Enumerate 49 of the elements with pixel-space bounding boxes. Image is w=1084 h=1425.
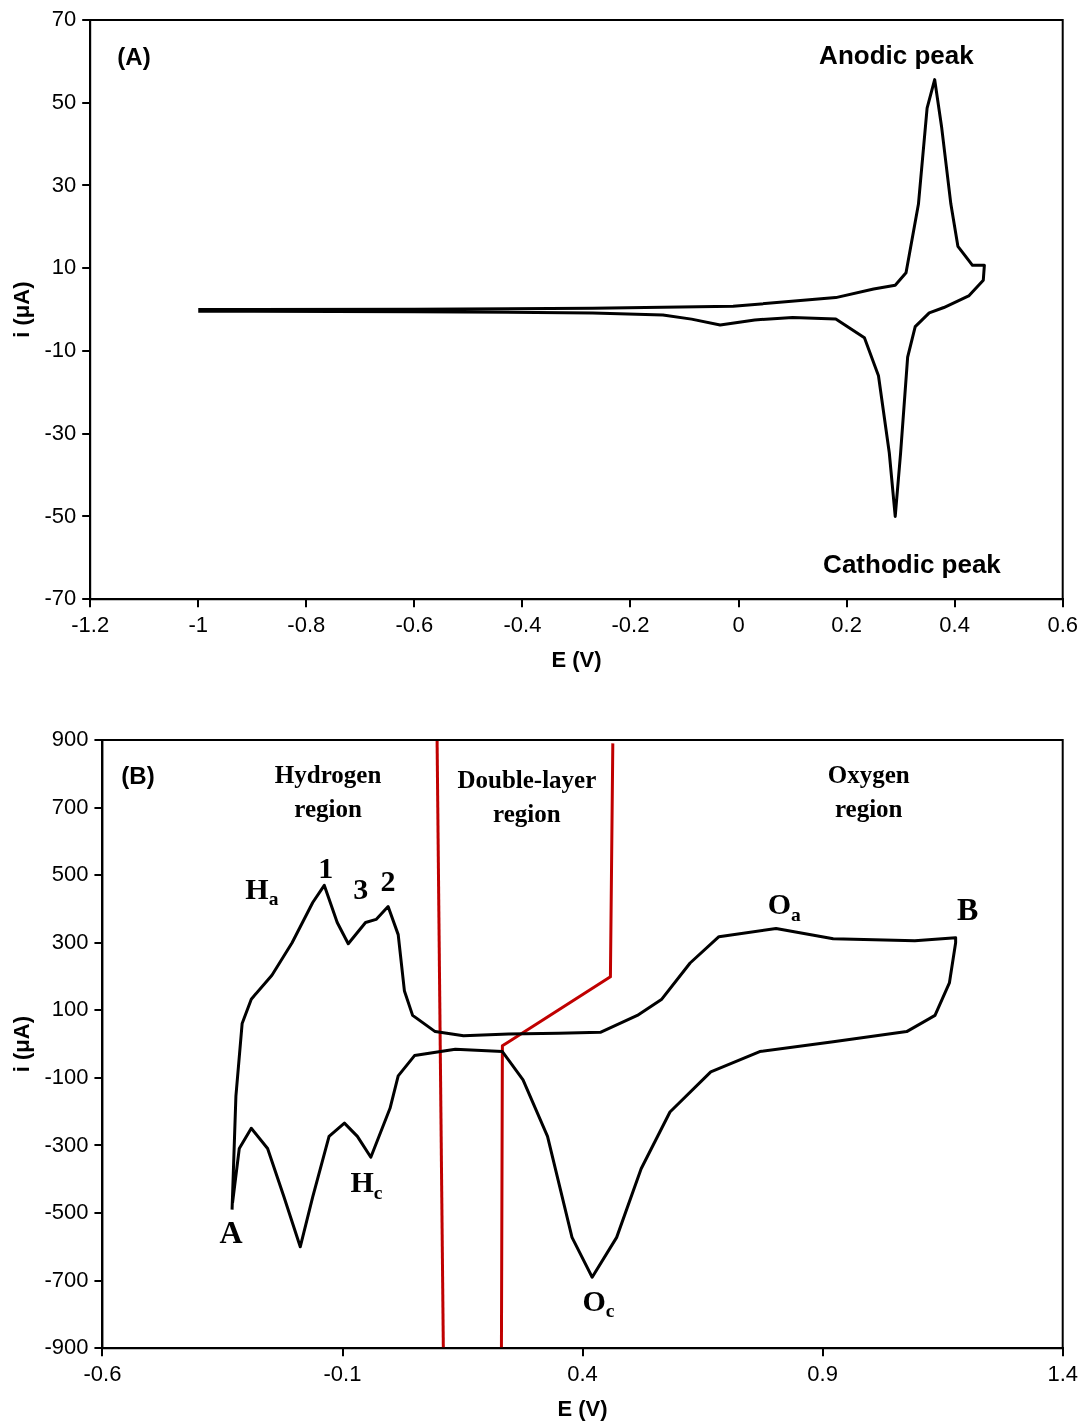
y-axis-title: i (μA): [9, 281, 35, 338]
y-tick-label: 30: [51, 171, 77, 197]
y-tick-label: -300: [44, 1131, 89, 1157]
y-tick-label: -700: [44, 1266, 89, 1292]
annotation: 2: [380, 864, 396, 898]
x-tick-label: 0.9: [807, 1361, 838, 1387]
y-tick-label: 900: [51, 726, 89, 752]
y-tick-label: -10: [44, 337, 77, 363]
x-tick-label: 0.4: [567, 1361, 598, 1387]
y-axis-title: i (μA): [9, 1015, 35, 1073]
annotation: Oxygen region: [827, 761, 910, 822]
x-tick-label: 0.2: [831, 612, 862, 638]
y-tick-label: -500: [44, 1199, 89, 1225]
y-tick-label: 70: [51, 6, 77, 32]
annotation: 1: [318, 850, 334, 884]
annotation: Double-layer region: [457, 765, 597, 827]
y-tick-label: -30: [44, 419, 77, 445]
annotation: B: [956, 890, 979, 927]
x-tick-label: -0.4: [503, 612, 542, 638]
x-tick-label: -0.8: [287, 612, 326, 638]
y-tick-label: -100: [44, 1063, 89, 1089]
x-tick-label: 0.4: [939, 612, 970, 638]
y-tick-label: 700: [51, 793, 89, 819]
x-tick-label: -1.2: [71, 612, 110, 638]
annotation: (A): [117, 42, 151, 70]
y-tick-label: 300: [51, 928, 89, 954]
x-tick-label: 0.6: [1047, 612, 1079, 638]
annotation: Hydrogen region: [274, 761, 382, 822]
y-tick-label: 10: [51, 254, 77, 280]
y-tick-label: 50: [51, 88, 77, 114]
annotation: (B): [121, 761, 155, 789]
y-tick-label: 100: [51, 996, 89, 1022]
y-tick-label: 500: [51, 861, 89, 887]
x-tick-label: -0.6: [83, 1361, 122, 1387]
x-tick-label: 1.4: [1047, 1361, 1079, 1387]
y-tick-label: -50: [44, 502, 77, 528]
annotation: 3: [353, 872, 369, 906]
x-tick-label: -0.1: [323, 1361, 362, 1387]
x-tick-label: -0.2: [611, 612, 650, 638]
x-axis-title: E (V): [551, 646, 602, 672]
x-tick-label: -0.6: [395, 612, 434, 638]
y-tick-label: -900: [44, 1334, 89, 1360]
annotation: A: [219, 1214, 243, 1251]
x-axis-title: E (V): [557, 1395, 608, 1421]
y-tick-label: -70: [44, 585, 77, 611]
x-tick-label: 0: [732, 612, 745, 638]
x-tick-label: -1: [188, 612, 209, 638]
annotation: Anodic peak: [819, 40, 975, 71]
annotation: Cathodic peak: [823, 549, 1002, 580]
